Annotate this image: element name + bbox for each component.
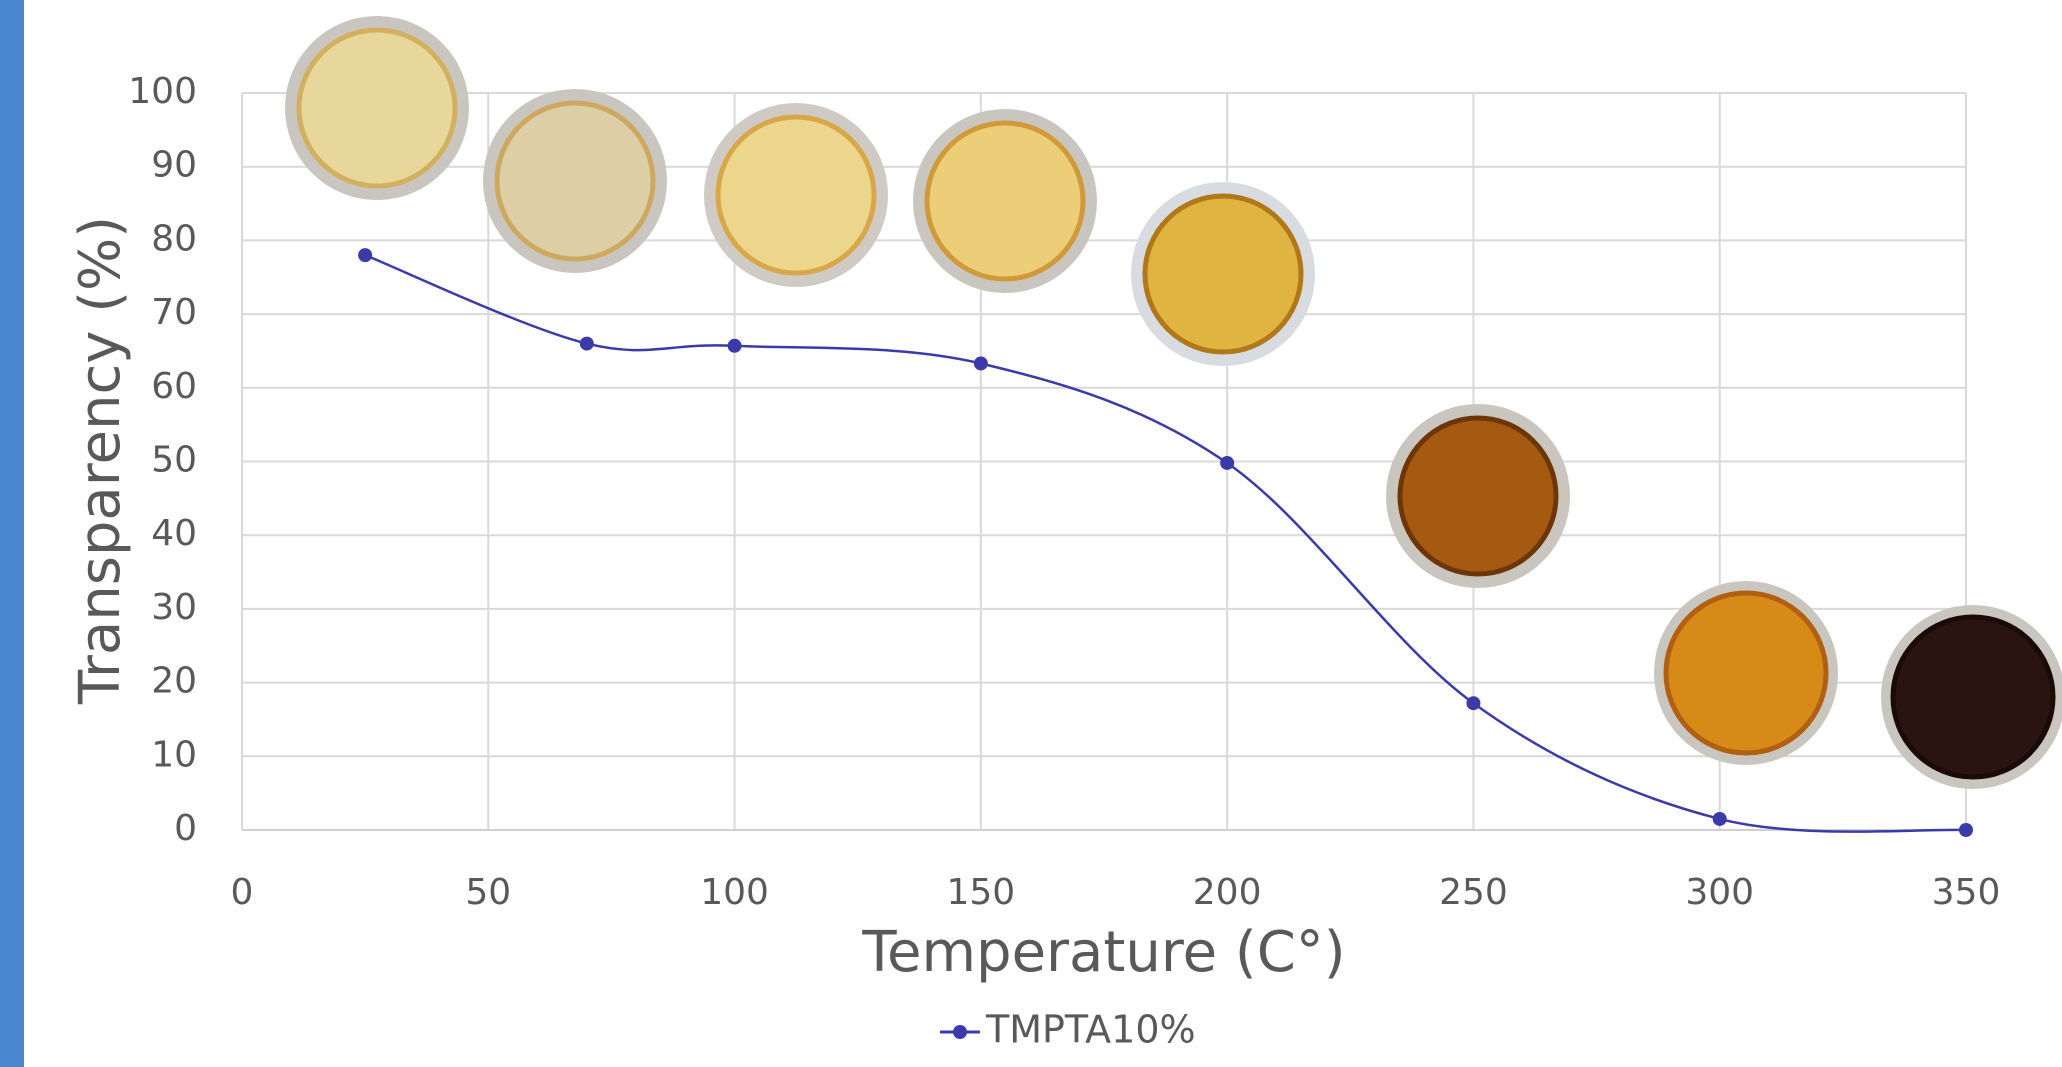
photo <box>704 103 888 287</box>
data-point <box>1220 456 1234 470</box>
sample-photos <box>285 16 2062 789</box>
x-tick-label: 100 <box>700 872 769 913</box>
y-tick-label: 60 <box>151 366 197 407</box>
y-tick-label: 10 <box>151 734 197 775</box>
photo <box>483 89 667 273</box>
data-point <box>358 248 372 262</box>
y-tick-label: 50 <box>151 440 197 481</box>
x-tick-label: 200 <box>1193 872 1262 913</box>
side-bar <box>0 0 24 1067</box>
chart: Temperature (C°) Transparency (%) 0 10 20 3… <box>0 0 2062 1067</box>
photo <box>1654 581 1838 765</box>
x-tick-label: 250 <box>1439 872 1508 913</box>
data-point <box>728 339 742 353</box>
y-tick-label: 70 <box>151 292 197 333</box>
y-tick-label: 20 <box>151 661 197 702</box>
data-point <box>974 356 988 370</box>
x-tick-label: 150 <box>946 872 1015 913</box>
x-tick-label: 350 <box>1932 872 2001 913</box>
data-point <box>580 337 594 351</box>
y-tick-label: 90 <box>151 145 197 186</box>
photo <box>913 109 1097 293</box>
data-point <box>1466 696 1480 710</box>
y-tick-label: 40 <box>151 513 197 554</box>
photo <box>1881 605 2062 789</box>
y-tick-label: 0 <box>174 808 197 849</box>
data-point <box>1959 823 1973 837</box>
photo <box>1131 182 1315 366</box>
x-tick-label: 50 <box>465 872 511 913</box>
y-tick-label: 80 <box>151 218 197 259</box>
x-axis-title: Temperature (C°) <box>861 920 1345 985</box>
y-axis-title: Transparency (%) <box>68 216 133 705</box>
x-tick-label: 300 <box>1685 872 1754 913</box>
data-point <box>1713 812 1727 826</box>
photo <box>285 16 469 200</box>
y-tick-label: 100 <box>128 71 197 112</box>
page: {"chart_data": {"type": "line", "x_label… <box>0 0 2062 1067</box>
x-tick-label: 0 <box>231 872 254 913</box>
photo <box>1386 404 1570 588</box>
legend-label: TMPTA10% <box>985 1008 1196 1052</box>
legend-marker <box>953 1025 967 1039</box>
y-tick-label: 30 <box>151 587 197 628</box>
